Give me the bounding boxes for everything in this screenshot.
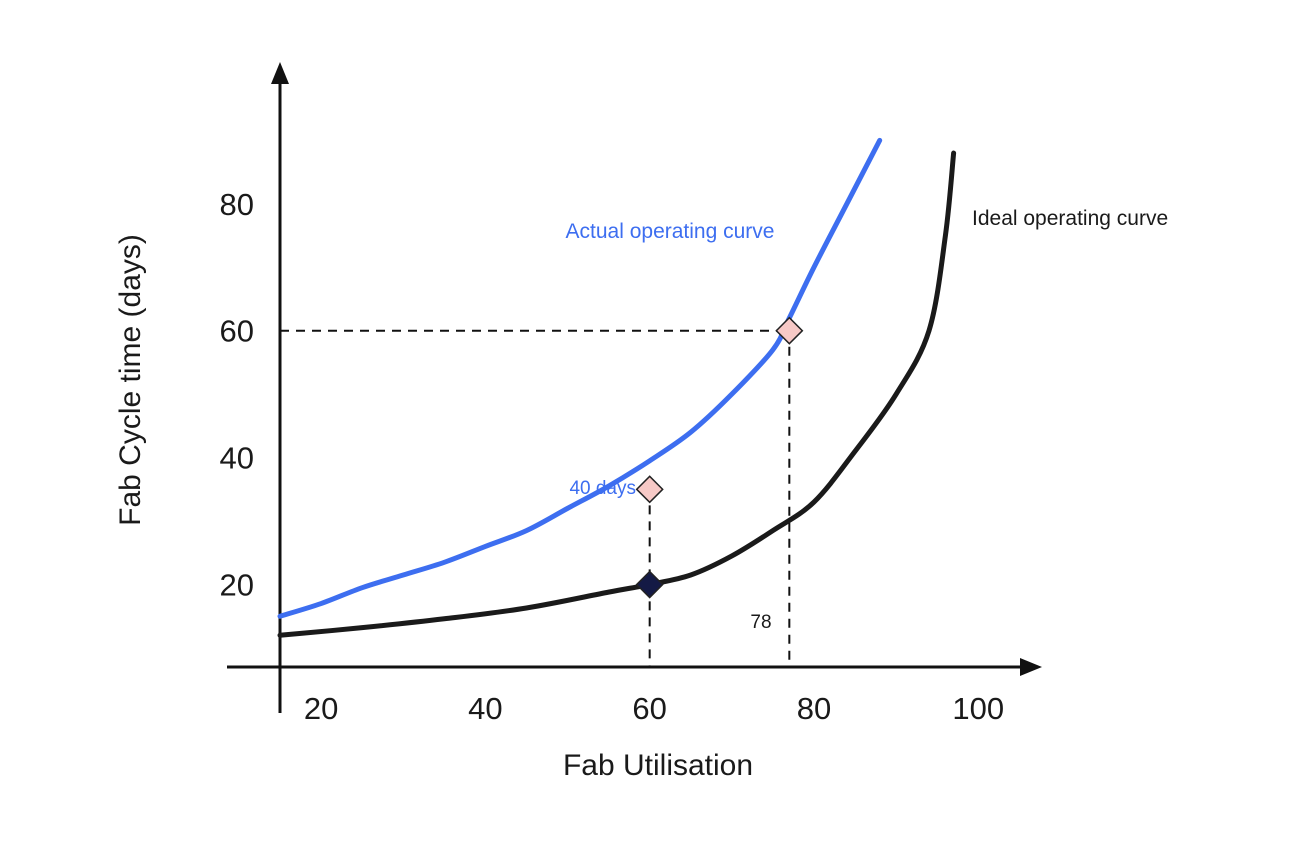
x-tick-label-40: 40 — [468, 691, 502, 726]
diamond-marker-0 — [635, 475, 664, 504]
annotation-40-days: 40 days — [569, 478, 636, 499]
x-tick-label-100: 100 — [952, 691, 1004, 726]
series-label-actual: Actual operating curve — [566, 220, 775, 243]
y-axis-arrow — [271, 62, 289, 84]
actual-operating-curve — [277, 137, 883, 619]
x-tick-label-80: 80 — [797, 691, 831, 726]
x-tick-label-60: 60 — [632, 691, 666, 726]
x-axis-arrow — [1020, 658, 1042, 676]
guides-layer — [280, 329, 791, 667]
y-axis-title: Fab Cycle time (days) — [114, 234, 147, 526]
x-axis-title: Fab Utilisation — [563, 749, 753, 782]
diamond-marker-2 — [775, 316, 804, 345]
y-tick-label-80: 80 — [220, 187, 254, 222]
annotation-78: 78 — [750, 612, 771, 633]
curves-layer — [277, 137, 957, 638]
axes-layer — [227, 62, 1042, 713]
points-layer — [635, 316, 804, 599]
ideal-operating-curve — [277, 150, 957, 638]
series-label-ideal: Ideal operating curve — [972, 207, 1168, 230]
x-tick-label-20: 20 — [304, 691, 338, 726]
labels-layer: Fab Utilisation Fab Cycle time (days) Ac… — [114, 207, 1168, 782]
ticks-layer: 20 40 60 80 100 20 40 60 80 — [220, 187, 1005, 726]
y-tick-label-60: 60 — [220, 314, 254, 349]
diamond-marker-1 — [635, 570, 664, 599]
y-tick-label-20: 20 — [220, 568, 254, 603]
y-tick-label-40: 40 — [220, 441, 254, 476]
